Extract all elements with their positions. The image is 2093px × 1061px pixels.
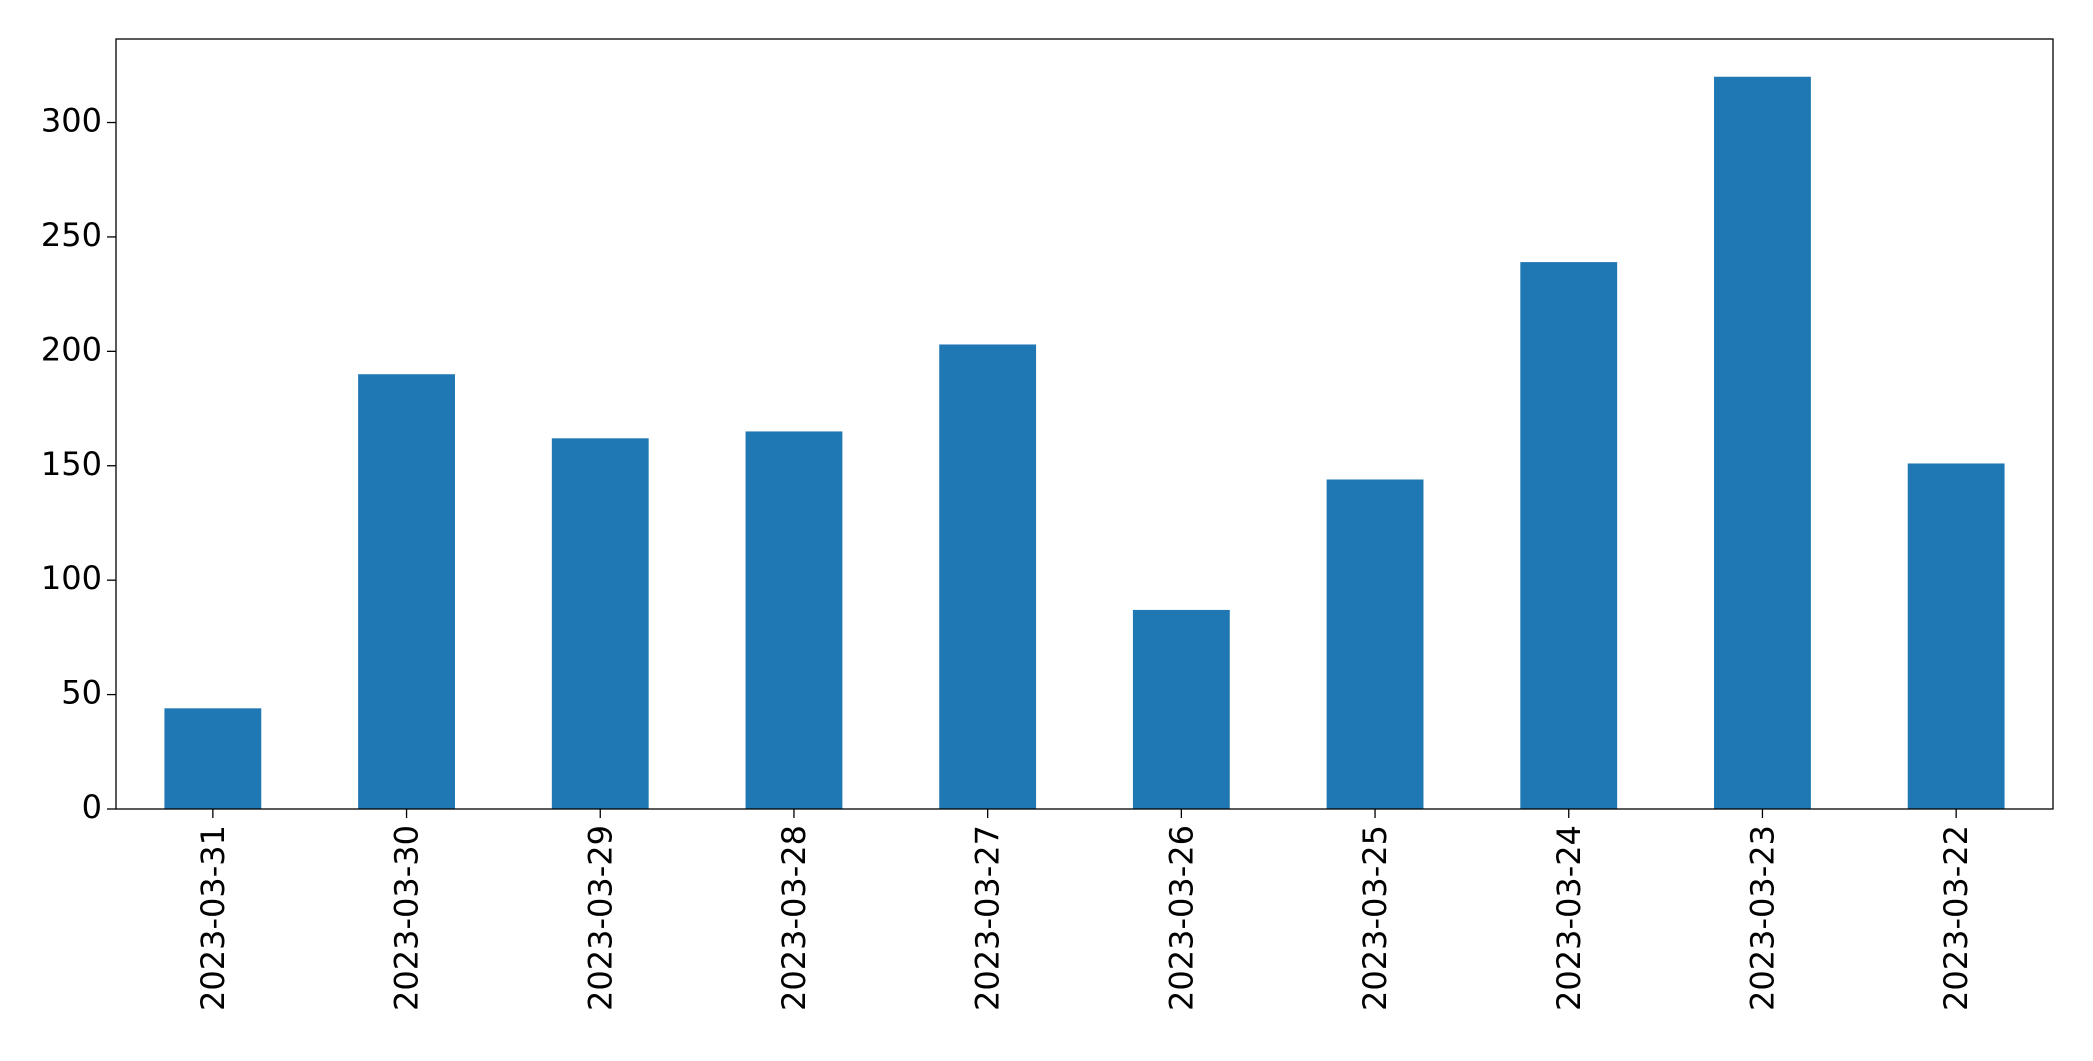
x-tick-label: 2023-03-29 xyxy=(581,825,619,1011)
bar xyxy=(358,374,455,809)
y-tick-label: 250 xyxy=(41,216,102,254)
x-tick-label: 2023-03-31 xyxy=(194,825,232,1011)
bar xyxy=(1326,479,1424,809)
x-tick-label: 2023-03-28 xyxy=(775,825,813,1011)
bar xyxy=(1520,262,1618,810)
x-tick-label: 2023-03-24 xyxy=(1550,825,1588,1011)
bar xyxy=(939,344,1037,809)
y-tick-label: 50 xyxy=(61,674,102,712)
x-tick-label: 2023-03-30 xyxy=(388,825,426,1011)
bar xyxy=(745,431,843,809)
x-tick-label: 2023-03-23 xyxy=(1743,825,1781,1011)
bar xyxy=(1714,76,1811,809)
bar xyxy=(1132,609,1230,809)
y-tick-label: 150 xyxy=(41,445,102,483)
x-tick-label: 2023-03-27 xyxy=(969,825,1007,1011)
x-tick-label: 2023-03-22 xyxy=(1937,825,1975,1011)
y-tick-label: 0 xyxy=(82,788,102,826)
x-tick-label: 2023-03-25 xyxy=(1356,825,1394,1011)
y-tick-label: 100 xyxy=(41,559,102,597)
bar xyxy=(1907,463,2005,809)
y-tick-label: 200 xyxy=(41,330,102,368)
x-tick-label: 2023-03-26 xyxy=(1162,825,1200,1011)
bar xyxy=(551,438,649,809)
plot-frame xyxy=(115,38,2054,810)
bar xyxy=(164,708,262,809)
y-tick-label: 300 xyxy=(41,102,102,140)
